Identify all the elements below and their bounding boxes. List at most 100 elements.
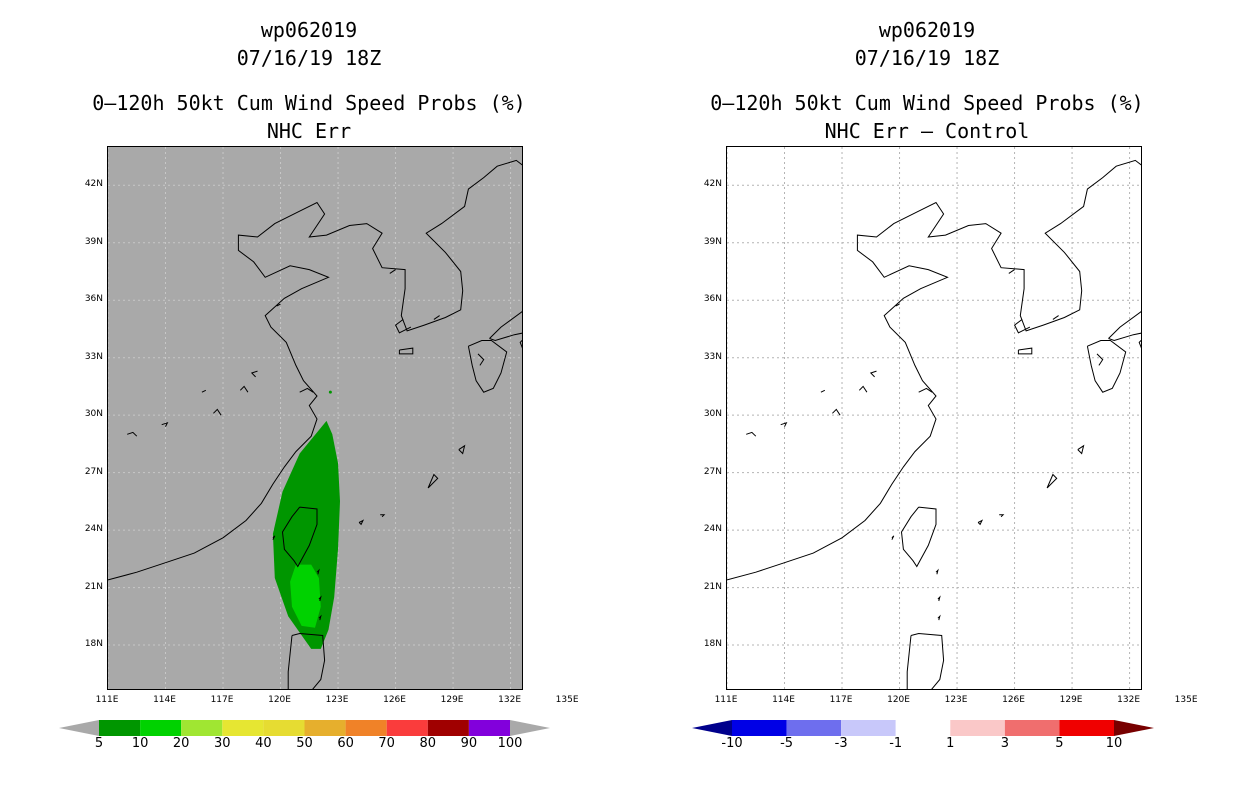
coastline	[1017, 347, 1033, 355]
colorbar-tick-label: 30	[214, 736, 231, 751]
colorbar-tick-label: -1	[889, 736, 903, 751]
contour-5-percent-dot	[328, 390, 332, 394]
longitude-tick-label: 126E	[1002, 695, 1025, 705]
colorbar-under-triangle	[692, 720, 732, 736]
coastline	[318, 595, 322, 602]
coastline	[427, 473, 439, 489]
colorbar-tick-label: 1	[946, 736, 955, 751]
colorbar-swatch	[468, 720, 510, 736]
colorbar-swatch	[732, 720, 787, 736]
colorbar-swatch	[222, 720, 264, 736]
coastlines	[108, 159, 522, 689]
longitude-tick-label: 117E	[210, 695, 234, 705]
coastline	[780, 421, 788, 427]
subtitle: NHC Err	[266, 119, 352, 143]
coastline	[287, 632, 326, 689]
coastline	[458, 444, 466, 455]
coastline	[832, 408, 841, 416]
latitude-tick-label: 42N	[703, 179, 722, 190]
colorbar-tick-label: 70	[378, 736, 395, 751]
colorbar-tick-label: 50	[296, 736, 313, 751]
colorbar-tick-label: 10	[1105, 736, 1123, 751]
longitude-tick-label: 135E	[1174, 695, 1198, 705]
coastline	[935, 568, 939, 575]
colorbar-tick-label: 40	[255, 736, 272, 751]
latitude-tick-label: 33N	[703, 351, 722, 362]
coastline	[1108, 310, 1141, 342]
coastline	[746, 431, 757, 437]
colorbar-swatch	[895, 720, 951, 736]
longitude-tick-label: 135E	[555, 695, 579, 705]
longitude-tick-label: 111E	[714, 695, 738, 705]
colorbar-swatch	[427, 720, 469, 736]
coastline	[281, 506, 318, 568]
coastline	[820, 389, 826, 393]
coastline	[433, 315, 440, 320]
coastline	[127, 431, 138, 437]
colorbar-swatch	[841, 720, 896, 736]
coastline	[316, 568, 320, 575]
storm-id-title: wp062019	[878, 18, 976, 42]
product-title: 0–120h 50kt Cum Wind Speed Probs (%)	[710, 91, 1144, 115]
difference-map	[726, 146, 1142, 690]
coastlines	[727, 159, 1141, 689]
longitude-tick-label: 123E	[944, 695, 968, 705]
subtitle: NHC Err – Control	[824, 119, 1030, 143]
latitude-tick-label: 24N	[84, 524, 103, 535]
coastline	[398, 347, 414, 355]
longitude-tick-label: 114E	[153, 695, 176, 705]
right-map-panel: wp062019 07/16/19 18Z 0–120h 50kt Cum Wi…	[618, 0, 1236, 800]
latitude-tick-label: 27N	[703, 466, 722, 477]
coastline	[380, 514, 386, 518]
coastline	[239, 385, 249, 393]
latitude-tick-label: 18N	[84, 639, 103, 650]
longitude-tick-label: 114E	[772, 695, 795, 705]
latitude-tick-label: 30N	[703, 409, 722, 420]
coastline	[358, 519, 365, 526]
contour-5-percent	[272, 420, 340, 649]
coastline	[1096, 353, 1104, 366]
longitude-tick-label: 129E	[440, 695, 464, 705]
latitude-tick-label: 30N	[84, 409, 103, 420]
latitude-tick-label: 36N	[703, 294, 722, 305]
coastline	[389, 269, 396, 274]
latitude-tick-label: 21N	[84, 581, 103, 592]
coastline	[891, 535, 895, 540]
probability-contours	[272, 390, 340, 649]
coastline	[318, 614, 322, 621]
coastline	[1138, 339, 1141, 349]
longitude-tick-label: 111E	[95, 695, 119, 705]
datetime-title: 07/16/19 18Z	[854, 46, 1000, 70]
coastline	[519, 339, 522, 349]
colorbar-under-triangle	[59, 720, 99, 736]
colorbar-tick-label: 20	[172, 736, 190, 751]
coastline	[937, 595, 941, 602]
left-map-panel: wp062019 07/16/19 18Z 0–120h 50kt Cum Wi…	[59, 18, 579, 751]
longitude-tick-label: 120E	[887, 695, 910, 705]
coastline	[937, 614, 941, 621]
longitude-tick-label: 117E	[829, 695, 853, 705]
colorbar-swatch	[950, 720, 1005, 736]
coastline	[895, 303, 900, 307]
colorbar-swatch	[1059, 720, 1114, 736]
latitude-tick-label: 39N	[84, 236, 103, 247]
latitude-tick-label: 21N	[703, 581, 722, 592]
coastline	[213, 408, 222, 416]
map-canvas	[727, 147, 1141, 689]
colorbar-swatch	[304, 720, 346, 736]
colorbar-tick-label: 60	[337, 736, 354, 751]
colorbar-tick-label: 5	[1055, 736, 1064, 751]
longitude-tick-label: 120E	[268, 695, 291, 705]
coastline	[394, 318, 412, 334]
colorbar-tick-label: 80	[419, 736, 437, 751]
colorbar-tick-label: 5	[94, 736, 104, 751]
colorbar-tick-label: 3	[1000, 736, 1009, 751]
grid-lines	[727, 147, 1141, 689]
coastline	[250, 370, 258, 378]
longitude-tick-label: 126E	[383, 695, 406, 705]
colorbar-swatch	[263, 720, 305, 736]
colorbar-tick-label: -3	[834, 736, 848, 751]
coastline	[108, 159, 522, 581]
colorbar-tick-label: 100	[497, 736, 523, 751]
coastline	[1086, 340, 1127, 393]
